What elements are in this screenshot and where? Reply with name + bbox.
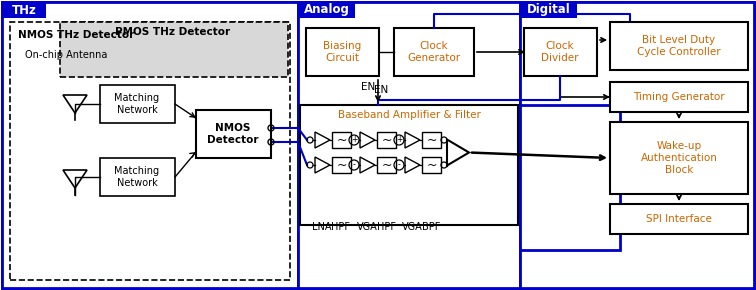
Bar	[422, 132, 441, 148]
Text: BPF: BPF	[422, 222, 440, 232]
Text: Clock
Divider: Clock Divider	[541, 41, 579, 63]
Bar	[2, 2, 46, 18]
Text: NMOS THz Detector: NMOS THz Detector	[18, 30, 135, 40]
Text: ~: ~	[336, 133, 347, 146]
Bar	[422, 157, 441, 173]
Bar	[520, 2, 754, 288]
Text: Bit Level Duty
Cycle Controller: Bit Level Duty Cycle Controller	[637, 35, 720, 57]
Bar	[10, 22, 290, 280]
Bar	[306, 28, 379, 76]
Text: HPF: HPF	[331, 222, 351, 232]
Text: On-chip Antenna: On-chip Antenna	[25, 50, 107, 60]
Bar	[610, 22, 748, 70]
Text: Timing Generator: Timing Generator	[634, 92, 725, 102]
Bar	[300, 105, 518, 225]
Text: ~: ~	[426, 133, 437, 146]
Text: Matching
Network: Matching Network	[114, 93, 160, 115]
Bar	[196, 110, 271, 158]
Text: LNA: LNA	[312, 222, 332, 232]
Text: +: +	[396, 135, 402, 144]
Bar	[100, 158, 175, 196]
Bar	[377, 132, 396, 148]
Text: Clock
Generator: Clock Generator	[407, 41, 460, 63]
Text: VGA: VGA	[357, 222, 377, 232]
Text: Matching
Network: Matching Network	[114, 166, 160, 188]
Bar	[332, 132, 351, 148]
Text: THz: THz	[11, 3, 36, 17]
Bar	[298, 2, 520, 288]
Bar	[520, 105, 620, 250]
Text: HPF: HPF	[376, 222, 395, 232]
Text: SPI Interface: SPI Interface	[646, 214, 712, 224]
Text: Digital: Digital	[527, 3, 571, 17]
Text: VGA: VGA	[401, 222, 423, 232]
Bar	[377, 157, 396, 173]
Text: -: -	[398, 160, 401, 169]
Text: EN: EN	[374, 85, 389, 95]
Bar	[610, 204, 748, 234]
Text: +: +	[351, 135, 357, 144]
Bar	[394, 28, 474, 76]
Bar	[332, 157, 351, 173]
Text: Baseband Amplifier & Filter: Baseband Amplifier & Filter	[338, 110, 480, 120]
Text: Wake-up
Authentication
Block: Wake-up Authentication Block	[640, 142, 717, 175]
Bar	[610, 82, 748, 112]
Text: EN: EN	[361, 82, 375, 92]
Bar	[2, 2, 298, 288]
Text: ~: ~	[336, 159, 347, 171]
Text: ~: ~	[426, 159, 437, 171]
Text: NMOS
Detector: NMOS Detector	[207, 123, 259, 145]
Bar	[100, 85, 175, 123]
Text: Biasing
Circuit: Biasing Circuit	[323, 41, 361, 63]
Bar	[298, 2, 355, 18]
Bar	[610, 122, 748, 194]
Text: ~: ~	[381, 159, 392, 171]
Bar	[520, 2, 577, 18]
Text: PMOS THz Detector: PMOS THz Detector	[115, 27, 230, 37]
Bar	[60, 22, 288, 77]
Bar	[524, 28, 597, 76]
Text: Analog: Analog	[304, 3, 350, 17]
Text: ~: ~	[381, 133, 392, 146]
Text: -: -	[352, 160, 355, 169]
